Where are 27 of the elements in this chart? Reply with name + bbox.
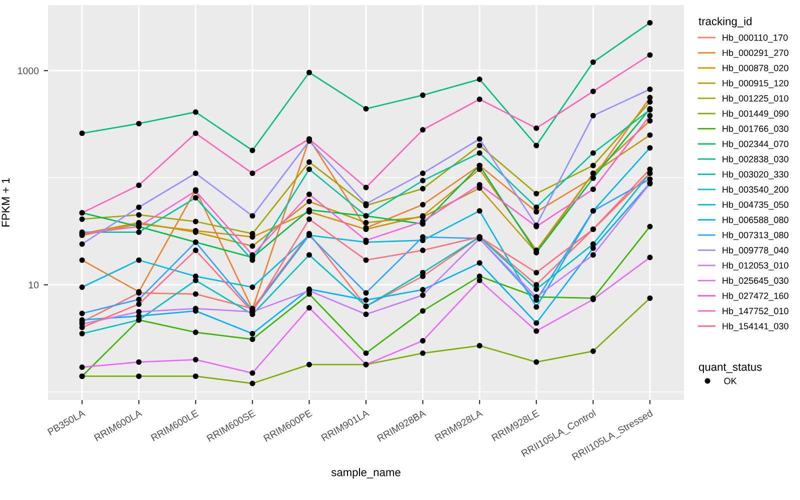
legend-label: Hb_002344_070 (722, 140, 788, 149)
legend-title: tracking_id (698, 17, 752, 28)
y-tick-label: 10 (28, 282, 39, 288)
legend-label: Hb_001766_030 (722, 125, 788, 134)
legend-label: Hb_000878_020 (722, 64, 788, 73)
legend-label: Hb_001449_090 (722, 110, 788, 118)
legend-label: Hb_003540_200 (722, 186, 788, 194)
legend-label: Hb_006588_080 (722, 216, 788, 225)
x-axis-title: sample_name (331, 468, 400, 478)
text: quant_status (698, 364, 762, 374)
legend-label: Hb_147752_010 (722, 308, 788, 316)
legend-label: Hb_001225_010 (722, 94, 788, 104)
y-axis-title: FPKM + 1 (2, 178, 10, 226)
legend-label: Hb_027472_160 (722, 292, 788, 301)
legend-label: Hb_000110_170 (722, 34, 788, 43)
text: OK (724, 378, 737, 384)
legend-label: Hb_009778_040 (722, 246, 788, 256)
legend-label: Hb_007313_080 (722, 232, 788, 240)
legend-label: Hb_002838_030 (722, 156, 788, 164)
legend-label: Hb_012053_010 (722, 262, 788, 270)
legend-label: Hb_003020_330 (722, 170, 788, 180)
legend-label: Hb_004735_050 (722, 201, 788, 210)
y-tick-label: 1000 (18, 67, 39, 74)
legend-label: Hb_000915_120 (722, 80, 788, 88)
legend-label: Hb_154141_030 (722, 322, 788, 332)
legend-label: Hb_025645_030 (722, 277, 788, 286)
legend-label: Hb_000291_270 (722, 49, 788, 58)
